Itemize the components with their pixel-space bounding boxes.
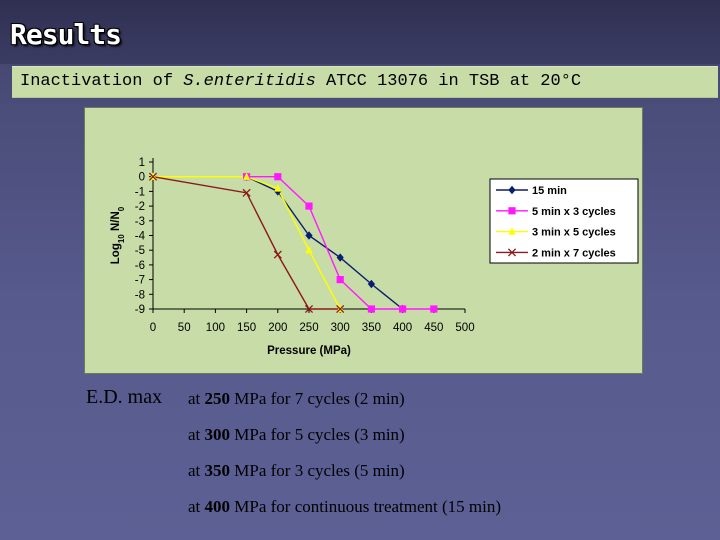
data-point-square: [430, 305, 438, 313]
ed-line-rest: MPa for continuous treatment (15 min): [230, 497, 502, 516]
ed-max-line-4: at 400 MPa for continuous treatment (15 …: [188, 497, 501, 517]
legend-label: 3 min x 5 cycles: [532, 227, 616, 239]
x-tick-label: 150: [237, 322, 256, 334]
data-point-x: [242, 188, 251, 197]
data-point-square: [367, 305, 375, 313]
subtitle-organism: S.enteritidis: [183, 72, 316, 91]
subtitle-bar: Inactivation of S.enteritidis ATCC 13076…: [12, 66, 718, 98]
ed-line-rest: MPa for 3 cycles (5 min): [230, 461, 405, 480]
line-chart: 10-1-2-3-4-5-6-7-8-90 50 100 150 200 250 300 35…: [110, 157, 639, 357]
legend: 15 min 5 min x 3 cycles 3 min x 5 cycles 2 …: [489, 178, 639, 264]
ed-line-pressure: 300: [204, 425, 231, 444]
y-axis-label-part: 10: [117, 234, 126, 243]
ed-line-prefix: at: [188, 461, 205, 480]
data-point-square: [305, 202, 313, 210]
x-tick-label: 50: [178, 322, 191, 334]
chart-panel: 1 0 -1 -2 -3 -4 -5 -6 -7 -8 -9 0 50 100 150 200 250 300 35…: [84, 107, 643, 374]
x-tick-label: 300: [331, 322, 350, 334]
subtitle-suffix: ATCC 13076 in TSB at 20°C: [315, 72, 582, 91]
y-tick-label: 0: [139, 172, 145, 184]
ed-line-pressure: 350: [204, 461, 231, 480]
data-point-x: [148, 172, 158, 181]
slide-title: Results: [10, 18, 122, 51]
x-tick-label: 200: [268, 322, 287, 334]
data-point-triangle: [305, 246, 313, 254]
y-tick-label: -3: [135, 216, 145, 228]
y-tick-label: 1: [139, 157, 145, 169]
ed-line-rest: MPa for 7 cycles (2 min): [230, 389, 405, 408]
data-point-x: [304, 304, 314, 314]
x-tick-label: 500: [455, 322, 474, 334]
x-tick-label: 0: [150, 322, 156, 334]
y-tick-label: -9: [135, 304, 145, 316]
ed-max-line-1: at 250 MPa for 7 cycles (2 min): [188, 389, 405, 409]
subtitle: Inactivation of S.enteritidis ATCC 13076…: [20, 72, 581, 91]
ed-max-label: E.D. max: [86, 386, 163, 408]
data-point-square: [399, 305, 407, 313]
series-line: [246, 175, 434, 310]
ed-line-prefix: at: [188, 497, 205, 516]
x-tick-label: 400: [393, 322, 412, 334]
legend-label: 5 min x 3 cycles: [532, 206, 616, 218]
data-point-x: [273, 250, 282, 259]
y-tick-label: -7: [135, 275, 145, 287]
ed-line-prefix: at: [188, 425, 205, 444]
data-point-square: [336, 276, 344, 284]
x-tick-label: 350: [362, 322, 381, 334]
y-axis-label-part: 0: [117, 206, 126, 211]
ed-line-pressure: 400: [204, 497, 231, 516]
title-band: [0, 0, 720, 64]
series-line: [153, 175, 341, 310]
data-point-square: [274, 173, 282, 181]
y-axis-label-part: Log: [110, 243, 122, 264]
series-line: [152, 176, 341, 310]
ed-max-line-2: at 300 MPa for 5 cycles (3 min): [188, 425, 405, 445]
data-point-triangle: [243, 172, 251, 180]
plot-area: 1 0 -1 -2 -3 -4 -5 -6 -7 -8 -9 0 50 100 150 200 250 300 35…: [135, 157, 475, 334]
data-point-triangle: [508, 227, 516, 235]
data-point-diamond: [305, 231, 313, 240]
y-tick-label: -4: [135, 231, 146, 243]
y-axis-label-part: N/N: [110, 211, 122, 234]
ed-max-line-3: at 350 MPa for 3 cycles (5 min): [188, 461, 405, 481]
y-axis-label: Log10 N/N0: [110, 206, 126, 264]
data-point-x: [336, 304, 345, 314]
subtitle-prefix: Inactivation of: [20, 72, 184, 91]
series-line: [246, 176, 404, 310]
ed-line-rest: MPa for 5 cycles (3 min): [230, 425, 405, 444]
x-tick-label: 100: [206, 322, 225, 334]
ed-line-prefix: at: [188, 389, 205, 408]
y-tick-label: -6: [135, 260, 145, 272]
y-tick-label: -5: [135, 245, 145, 257]
y-tick-label: -1: [135, 186, 145, 198]
data-point-diamond: [336, 253, 344, 262]
data-point-triangle: [274, 184, 282, 192]
x-tick-label: 450: [424, 322, 443, 334]
ed-line-pressure: 250: [204, 389, 231, 408]
legend-label: 15 min: [532, 185, 567, 197]
legend-label: 2 min x 7 cycles: [532, 247, 616, 259]
data-point-diamond: [367, 279, 375, 289]
data-point-x: [507, 248, 517, 257]
y-tick-label: -2: [135, 201, 145, 213]
x-tick-label: 250: [299, 322, 318, 334]
data-point-square: [508, 207, 516, 215]
data-point-diamond: [508, 185, 516, 195]
x-axis-label: Pressure (MPa): [267, 345, 351, 357]
y-tick-label: -8: [135, 289, 145, 301]
